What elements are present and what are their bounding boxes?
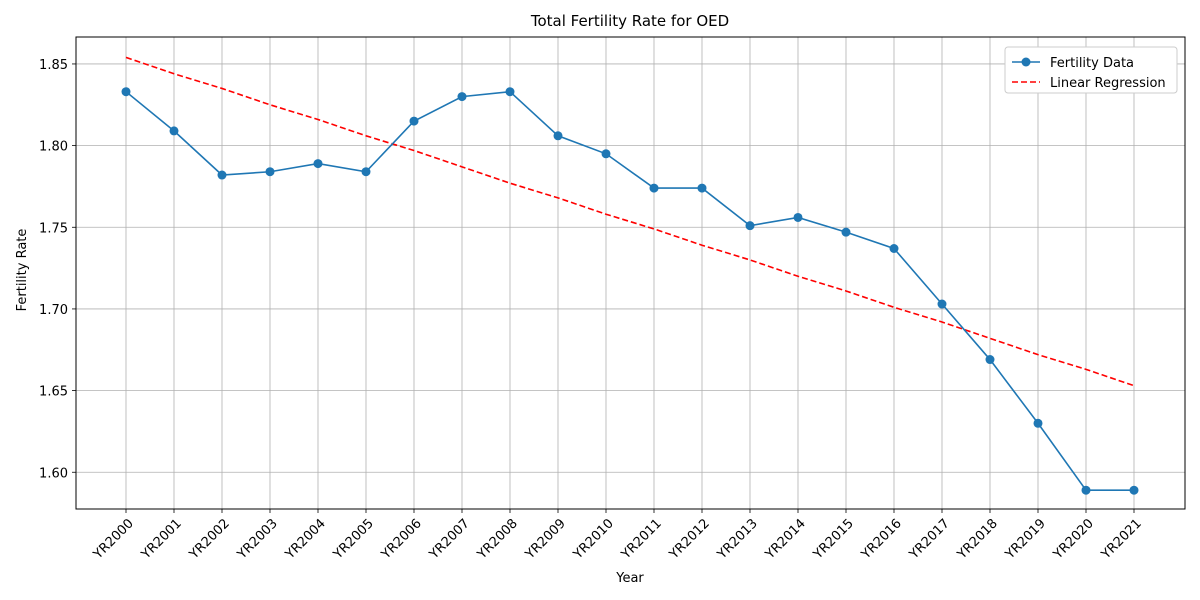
x-axis-ticks: YR2000 YR2001 YR2002 YR2003 YR2004 YR2005 YR20… — [90, 509, 1145, 563]
data-point — [457, 92, 467, 102]
x-tick-label: YR2002 — [186, 516, 233, 563]
x-tick-label: YR2006 — [378, 516, 425, 563]
data-point — [601, 149, 611, 159]
x-tick-label: YR2013 — [714, 516, 761, 563]
fertility-data-line — [125, 90, 1134, 492]
y-tick-label: 1.85 — [39, 58, 68, 73]
x-tick-label: YR2014 — [762, 516, 809, 563]
data-point — [697, 183, 707, 193]
x-tick-label: YR2012 — [666, 516, 713, 563]
x-tick-label: YR2015 — [810, 516, 857, 563]
grid-lines — [76, 37, 1185, 509]
y-axis-label: Fertility Rate — [15, 229, 30, 312]
legend-marker-fertility — [1021, 57, 1031, 67]
plot-frame — [75, 36, 1186, 510]
x-tick-label: YR2020 — [1050, 516, 1097, 563]
x-tick-label: YR2011 — [618, 516, 665, 563]
data-point — [985, 355, 995, 365]
x-tick-label: YR2018 — [954, 516, 1001, 563]
x-tick-label: YR2004 — [282, 516, 329, 563]
x-tick-label: YR2017 — [906, 516, 953, 563]
y-axis-ticks: 1.60 1.65 1.70 1.75 1.80 1.85 — [39, 58, 76, 481]
y-tick-label: 1.65 — [39, 385, 68, 400]
data-point — [1033, 418, 1043, 428]
data-point — [121, 87, 131, 97]
data-point — [745, 221, 755, 231]
legend: Fertility Data Linear Regression — [1004, 46, 1178, 94]
data-point — [313, 159, 323, 169]
data-point — [361, 167, 371, 177]
x-tick-label: YR2021 — [1098, 516, 1145, 563]
legend-label-fertility: Fertility Data — [1050, 56, 1134, 71]
chart-title: Total Fertility Rate for OED — [530, 12, 729, 30]
data-point — [409, 116, 419, 126]
regression-line — [125, 56, 1135, 387]
x-tick-label: YR2007 — [426, 516, 473, 563]
data-point — [1129, 485, 1139, 495]
data-point — [505, 87, 515, 97]
data-point — [553, 131, 563, 141]
data-point — [793, 212, 803, 222]
x-tick-label: YR2001 — [138, 516, 185, 563]
series-layer — [121, 56, 1139, 495]
data-point — [217, 170, 227, 180]
x-tick-label: YR2019 — [1002, 516, 1049, 563]
y-tick-label: 1.70 — [39, 303, 68, 318]
data-point — [1081, 485, 1091, 495]
y-tick-label: 1.75 — [39, 221, 68, 236]
x-tick-label: YR2010 — [570, 516, 617, 563]
x-tick-label: YR2005 — [330, 516, 377, 563]
x-axis-label: Year — [615, 571, 644, 586]
x-tick-label: YR2016 — [858, 516, 905, 563]
x-tick-label: YR2003 — [234, 516, 281, 563]
x-tick-label: YR2008 — [474, 516, 521, 563]
legend-box — [1004, 46, 1178, 94]
x-tick-label: YR2000 — [90, 516, 137, 563]
data-point — [889, 244, 899, 254]
y-tick-label: 1.80 — [39, 140, 68, 155]
x-tick-label: YR2009 — [522, 516, 569, 563]
y-tick-label: 1.60 — [39, 466, 68, 481]
data-point — [649, 183, 659, 193]
data-point — [265, 167, 275, 177]
legend-label-regression: Linear Regression — [1050, 76, 1166, 91]
data-point — [169, 126, 179, 136]
data-point — [937, 299, 947, 309]
data-point — [841, 227, 851, 237]
